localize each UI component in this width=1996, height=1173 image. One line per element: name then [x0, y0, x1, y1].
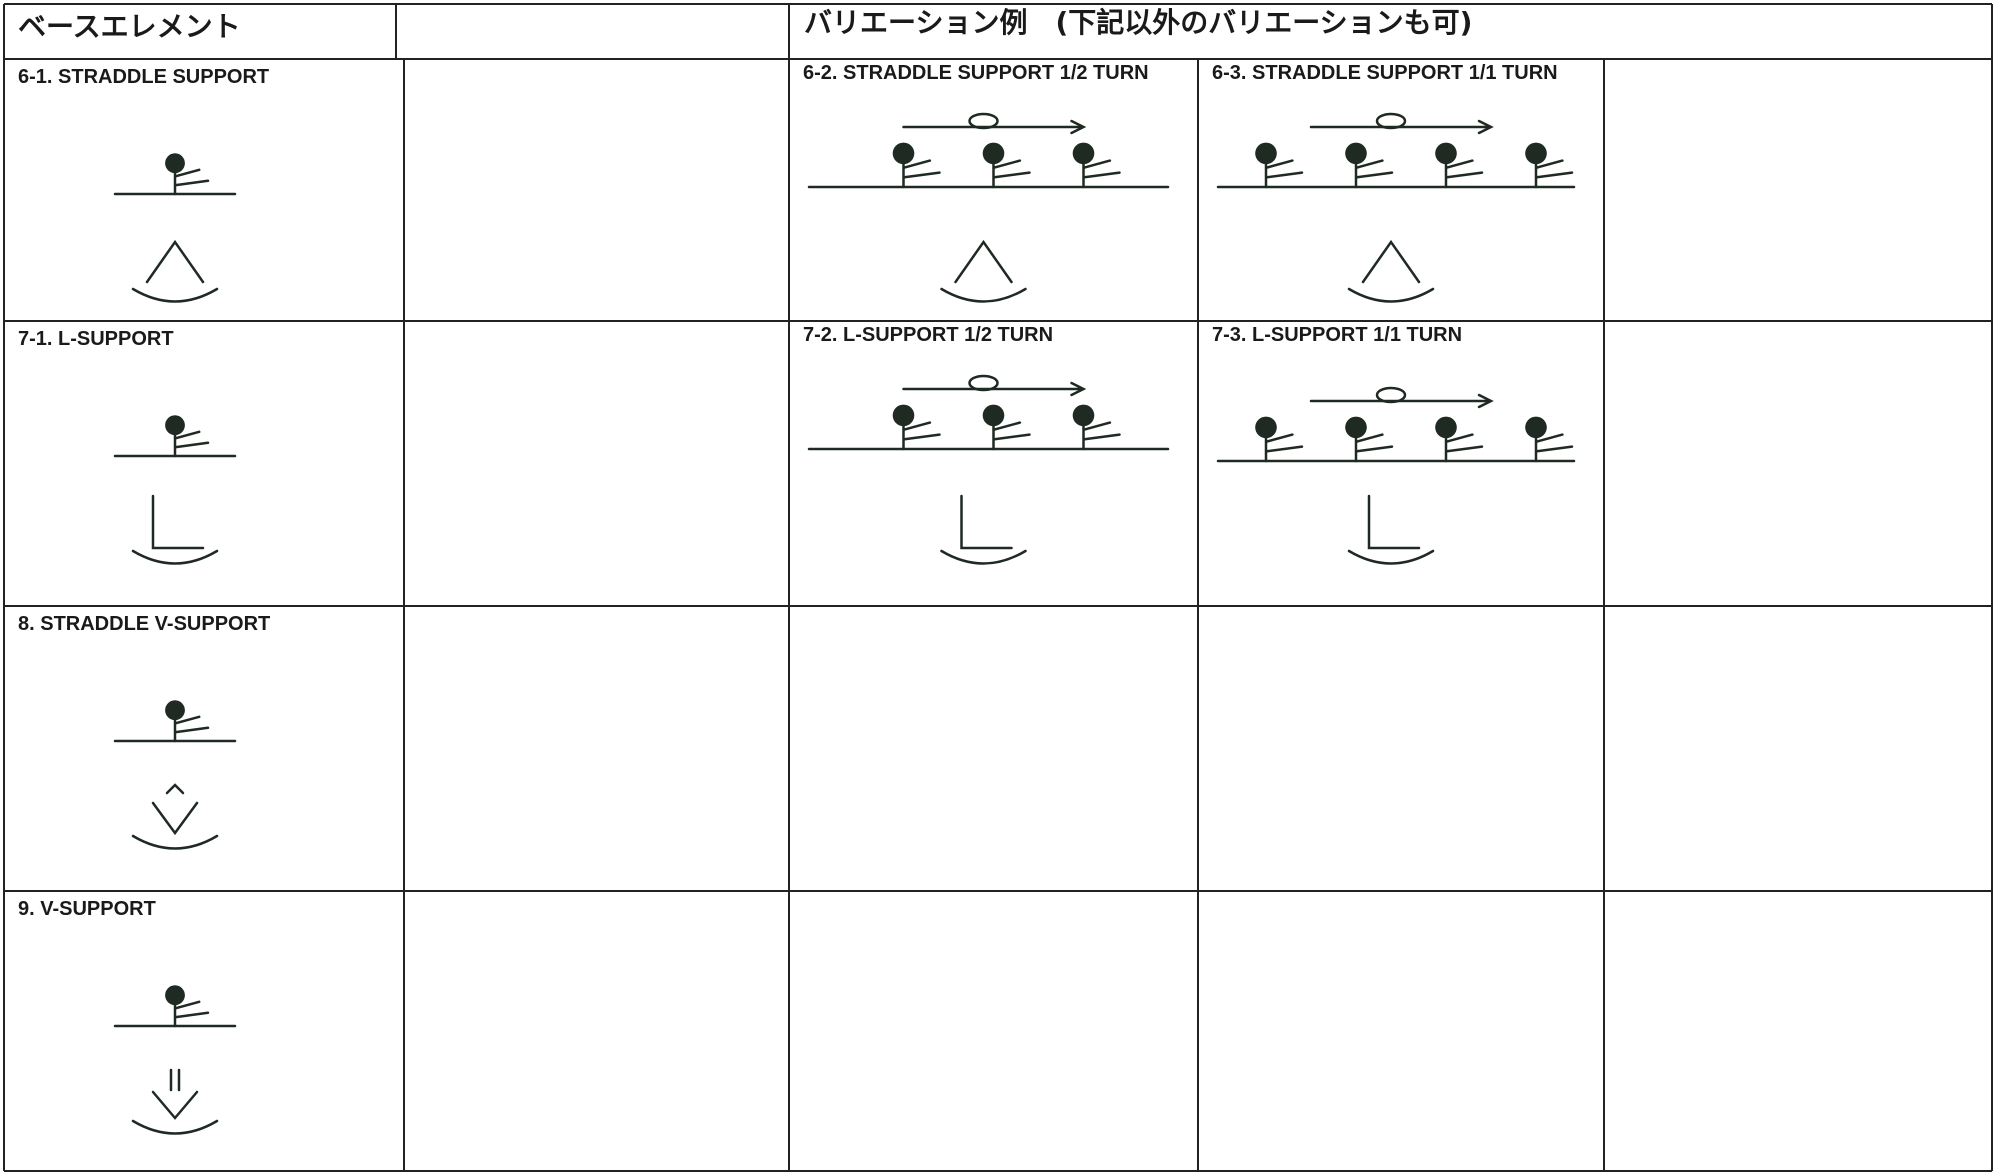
symbol-arc [131, 834, 219, 850]
symbol [960, 494, 1013, 550]
turn-loop [1375, 386, 1407, 404]
figure-head [1435, 416, 1457, 439]
figure-head [1072, 404, 1095, 427]
figure-body [173, 430, 210, 458]
turn-loop [968, 112, 999, 130]
symbol-arc [940, 549, 1027, 565]
figure-head [1255, 142, 1277, 165]
variation-label: 7-3. L-SUPPORT 1/1 TURN [1212, 324, 1462, 346]
figure-body [1354, 159, 1394, 189]
variation-label: 6-3. STRADDLE SUPPORT 1/1 TURN [1212, 62, 1558, 84]
figure-head [1345, 142, 1367, 165]
symbol [151, 783, 199, 836]
header-base: ベースエレメント [18, 10, 241, 43]
figure-body [902, 159, 941, 189]
figure-head [1435, 142, 1457, 165]
base-label: 6-1. STRADDLE SUPPORT [18, 66, 269, 88]
figure-body [1354, 433, 1394, 463]
figure-body [1534, 433, 1574, 463]
figure-head [1525, 142, 1547, 165]
figure-body [1082, 159, 1121, 189]
header-variations: バリエーション例 (下記以外のバリエーションも可) [804, 6, 1472, 39]
figure-head [165, 415, 185, 436]
figure-body [1534, 159, 1574, 189]
figure-body [1444, 433, 1484, 463]
base-label: 8. STRADDLE V-SUPPORT [18, 613, 270, 635]
figure-head [892, 404, 915, 427]
figure-head [1072, 142, 1095, 165]
symbol-arc [1347, 287, 1435, 303]
figure-body [173, 715, 210, 743]
figure-body [173, 168, 210, 196]
figure-head [1345, 416, 1367, 439]
figure-head [1255, 416, 1277, 439]
figure-body [1082, 421, 1121, 451]
figure-body [902, 421, 941, 451]
figure-head [165, 700, 185, 721]
figure-head [982, 142, 1005, 165]
figure-head [892, 142, 915, 165]
symbol [151, 494, 205, 550]
figure-body [1444, 159, 1484, 189]
symbol [151, 1068, 199, 1120]
variation-label: 6-2. STRADDLE SUPPORT 1/2 TURN [803, 62, 1149, 84]
figure-head [165, 153, 185, 174]
symbol-arc [1347, 549, 1435, 565]
figure-body [992, 421, 1031, 451]
symbol-arc [940, 287, 1027, 303]
symbol-arc [131, 549, 219, 565]
figure-head [165, 985, 185, 1006]
symbol [954, 239, 1013, 284]
variation-label: 7-2. L-SUPPORT 1/2 TURN [803, 324, 1053, 346]
symbol-arc [131, 1119, 219, 1135]
figure-head [982, 404, 1005, 427]
figure-body [1264, 159, 1304, 189]
base-label: 7-1. L-SUPPORT [18, 328, 174, 350]
turn-loop [1375, 112, 1407, 130]
figure-body [173, 1000, 210, 1028]
figure-body [1264, 433, 1304, 463]
symbol [145, 239, 205, 284]
figure-body [992, 159, 1031, 189]
symbol [1361, 239, 1421, 284]
symbol [1367, 494, 1421, 550]
turn-loop [968, 374, 999, 392]
symbol-arc [131, 287, 219, 303]
figure-head [1525, 416, 1547, 439]
base-label: 9. V-SUPPORT [18, 898, 156, 920]
